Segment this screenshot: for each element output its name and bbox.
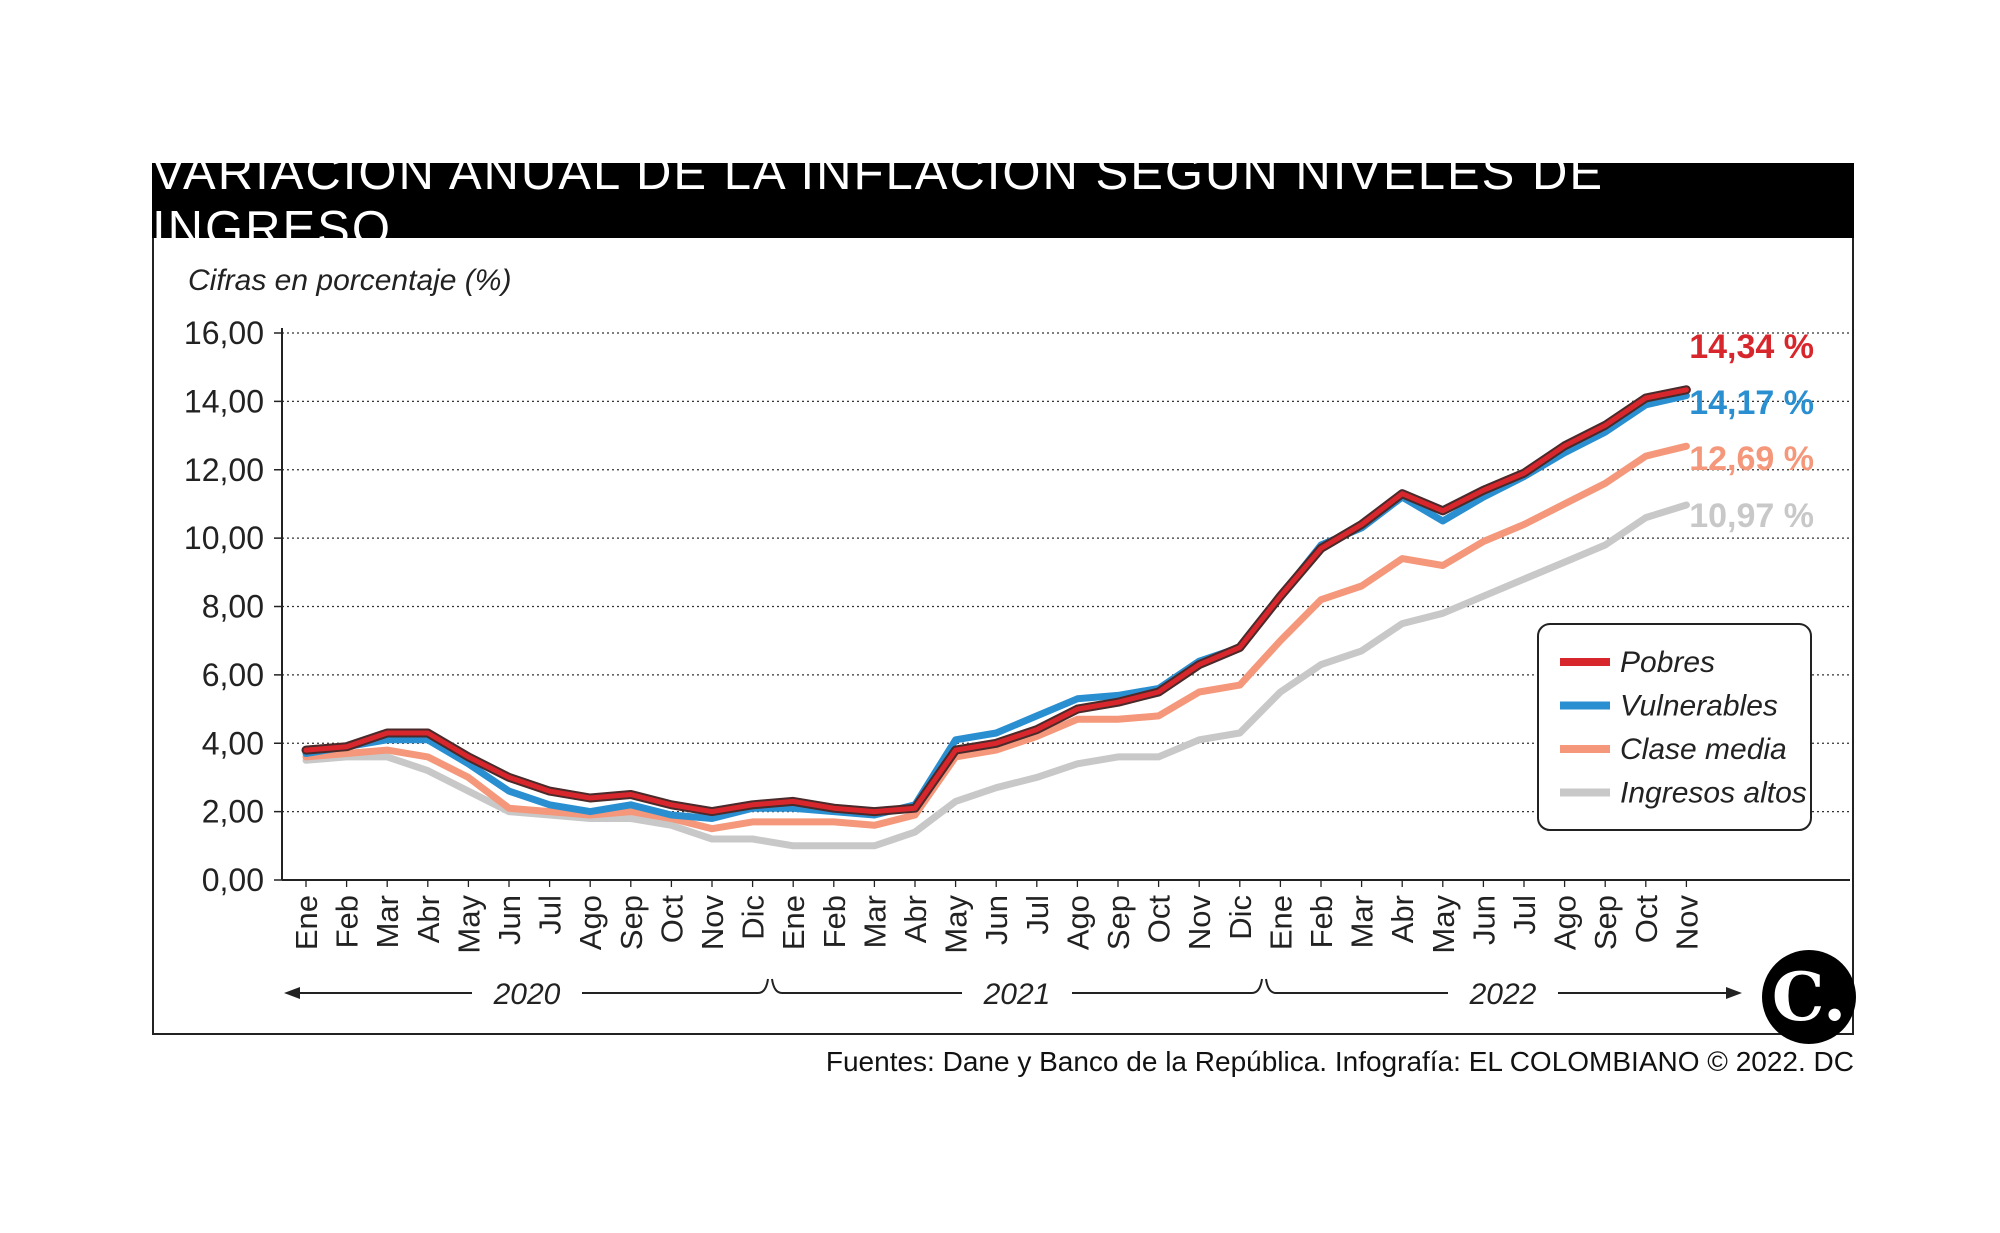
end-label-vulnerables: 14,17 % bbox=[1689, 384, 1814, 422]
x-tick-label: Feb bbox=[330, 895, 365, 948]
x-tick-label: Mar bbox=[857, 895, 892, 948]
x-tick-label: Mar bbox=[1345, 895, 1380, 948]
x-tick-label: Abr bbox=[1385, 895, 1420, 943]
x-tick-label: Sep bbox=[1588, 895, 1623, 950]
legend-label-clase-media: Clase media bbox=[1620, 733, 1787, 766]
year-label: 2020 bbox=[493, 978, 561, 1011]
x-tick-label: Oct bbox=[1142, 895, 1177, 944]
x-tick-label: Abr bbox=[411, 895, 446, 943]
x-tick-label: Feb bbox=[817, 895, 852, 948]
legend-box bbox=[1537, 623, 1812, 831]
series-line-vulnerables bbox=[302, 392, 1690, 822]
legend-label-pobres: Pobres bbox=[1620, 646, 1715, 679]
x-tick-label: Jun bbox=[979, 895, 1014, 945]
y-tick-label: 14,00 bbox=[184, 383, 264, 419]
legend-label-ingresos-altos: Ingresos altos bbox=[1620, 777, 1807, 810]
year-bracket bbox=[771, 978, 1263, 994]
legend-label-vulnerables: Vulnerables bbox=[1620, 690, 1778, 723]
x-tick-label: Nov bbox=[695, 895, 730, 951]
year-bracket bbox=[290, 978, 769, 994]
x-tick-label: May bbox=[939, 895, 974, 954]
arrow-right-icon bbox=[1726, 987, 1742, 999]
x-tick-label: Feb bbox=[1304, 895, 1339, 948]
year-bracket bbox=[1265, 978, 1736, 994]
x-tick-label: Sep bbox=[614, 895, 649, 950]
x-tick-label: Jul bbox=[533, 895, 568, 935]
x-tick-label: Nov bbox=[1669, 895, 1704, 951]
x-tick-label: Jun bbox=[1466, 895, 1501, 945]
x-tick-label: Oct bbox=[654, 895, 689, 944]
year-label: 2022 bbox=[1469, 978, 1537, 1011]
y-tick-label: 8,00 bbox=[202, 589, 264, 625]
x-tick-label: Jul bbox=[1507, 895, 1542, 935]
y-tick-label: 6,00 bbox=[202, 657, 264, 693]
x-tick-label: Ene bbox=[776, 895, 811, 950]
y-tick-label: 2,00 bbox=[202, 794, 264, 830]
x-tick-label: Ene bbox=[289, 895, 324, 950]
arrow-left-icon bbox=[284, 987, 300, 999]
chart-subtitle: Cifras en porcentaje (%) bbox=[188, 264, 511, 297]
series-line-pobres bbox=[303, 387, 1689, 815]
x-tick-label: Dic bbox=[736, 895, 771, 940]
series-line-clase-media bbox=[302, 442, 1690, 833]
x-tick-label: Sep bbox=[1101, 895, 1136, 950]
x-tick-label: Ago bbox=[1060, 895, 1095, 950]
el-colombiano-logo: C. bbox=[1762, 950, 1856, 1044]
x-tick-label: May bbox=[451, 895, 486, 954]
x-tick-label: Oct bbox=[1629, 895, 1664, 944]
x-tick-label: Jun bbox=[492, 895, 527, 945]
x-tick-label: Abr bbox=[898, 895, 933, 943]
end-label-ingresos-altos: 10,97 % bbox=[1689, 497, 1814, 535]
year-label: 2021 bbox=[983, 978, 1051, 1011]
x-tick-label: May bbox=[1426, 895, 1461, 954]
x-tick-label: Ago bbox=[573, 895, 608, 950]
y-tick-label: 16,00 bbox=[184, 315, 264, 351]
x-tick-label: Jul bbox=[1020, 895, 1055, 935]
y-tick-label: 4,00 bbox=[202, 725, 264, 761]
x-tick-label: Mar bbox=[370, 895, 405, 948]
y-tick-label: 10,00 bbox=[184, 520, 264, 556]
x-tick-label: Dic bbox=[1223, 895, 1258, 940]
x-tick-label: Ene bbox=[1263, 895, 1298, 950]
x-tick-label: Ago bbox=[1548, 895, 1583, 950]
end-label-clase-media: 12,69 % bbox=[1689, 440, 1814, 478]
x-tick-label: Nov bbox=[1182, 895, 1217, 951]
source-credit: Fuentes: Dane y Banco de la República. I… bbox=[825, 1046, 1854, 1077]
y-tick-label: 0,00 bbox=[202, 862, 264, 898]
end-label-pobres: 14,34 % bbox=[1689, 328, 1814, 366]
y-tick-label: 12,00 bbox=[184, 452, 264, 488]
